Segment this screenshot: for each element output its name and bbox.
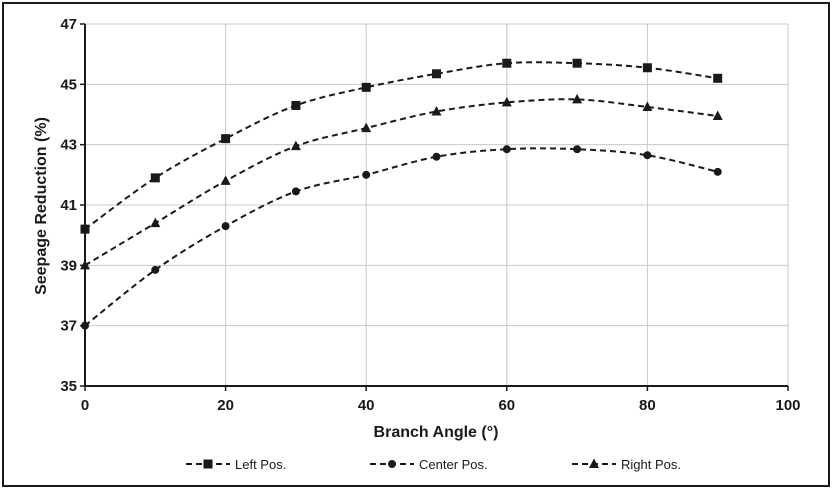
- data-point: [361, 122, 372, 133]
- data-point: [81, 321, 89, 330]
- y-axis-title: Seepage Reduction (%): [33, 117, 50, 295]
- legend-marker: [203, 459, 213, 469]
- data-point: [221, 134, 231, 144]
- data-point: [432, 152, 441, 161]
- legend-label: Left Pos.: [235, 457, 286, 472]
- data-point: [642, 101, 653, 111]
- data-point: [501, 96, 512, 107]
- legend-item: Left Pos.: [186, 457, 286, 472]
- x-axis-title: Branch Angle (°): [374, 424, 499, 441]
- data-point: [572, 58, 582, 68]
- data-point: [362, 170, 371, 179]
- data-point: [643, 151, 652, 160]
- data-point: [572, 93, 583, 104]
- series-line: [84, 147, 718, 327]
- data-point: [712, 110, 723, 121]
- legend-marker: [589, 458, 599, 468]
- data-point: [502, 145, 511, 154]
- data-point: [290, 140, 301, 151]
- data-point: [80, 259, 90, 270]
- data-point: [291, 187, 300, 196]
- data-point: [291, 100, 301, 110]
- axes: [80, 23, 789, 391]
- data-point: [713, 73, 723, 83]
- y-tick-label: 39: [60, 257, 77, 274]
- x-tick-labels: 0 20 40 60 80 100: [81, 397, 801, 414]
- legend-label: Right Pos.: [621, 457, 681, 472]
- series-square: [80, 58, 723, 234]
- y-tick-label: 47: [60, 16, 77, 33]
- x-tick-label: 20: [217, 397, 234, 414]
- grid-lines: [84, 23, 789, 387]
- data-point: [431, 105, 442, 116]
- y-tick-label: 43: [60, 137, 77, 154]
- x-tick-label: 60: [498, 397, 515, 414]
- y-tick-labels: 35 37 39 41 43 45 47: [60, 16, 77, 395]
- data-point: [150, 173, 160, 183]
- data-point: [642, 63, 652, 73]
- y-tick-label: 45: [60, 76, 77, 93]
- data-point: [221, 222, 230, 231]
- data-point: [150, 217, 161, 228]
- data-point: [502, 58, 512, 68]
- series-group: [80, 58, 723, 330]
- y-tick-label: 35: [60, 378, 77, 395]
- legend: Left Pos. Center Pos. Right Pos.: [186, 457, 681, 472]
- series-circle: [81, 145, 722, 330]
- x-tick-label: 100: [775, 397, 800, 414]
- data-point: [80, 224, 90, 234]
- x-tick-label: 80: [639, 397, 656, 414]
- legend-label: Center Pos.: [419, 457, 488, 472]
- legend-item: Center Pos.: [370, 457, 488, 472]
- data-point: [432, 69, 441, 79]
- data-point: [573, 145, 582, 154]
- y-tick-label: 37: [60, 318, 77, 335]
- data-point: [220, 175, 231, 185]
- x-tick-label: 0: [81, 397, 89, 414]
- legend-marker: [388, 460, 396, 468]
- data-point: [361, 82, 371, 92]
- data-point: [151, 265, 160, 274]
- legend-item: Right Pos.: [572, 457, 681, 472]
- data-point: [713, 167, 722, 176]
- series-triangle: [80, 93, 723, 270]
- series-line: [84, 98, 718, 267]
- series-line: [84, 61, 718, 230]
- x-tick-label: 40: [358, 397, 375, 414]
- y-tick-label: 41: [60, 197, 77, 214]
